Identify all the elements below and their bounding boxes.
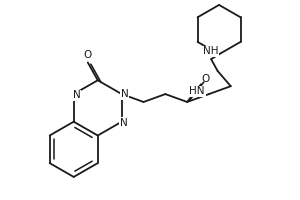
Text: O: O <box>84 50 92 60</box>
Text: HN: HN <box>190 86 205 96</box>
Text: NH: NH <box>203 46 219 56</box>
Text: N: N <box>121 89 129 99</box>
Text: O: O <box>202 74 210 84</box>
Text: N: N <box>120 118 127 128</box>
Text: N: N <box>73 90 81 100</box>
